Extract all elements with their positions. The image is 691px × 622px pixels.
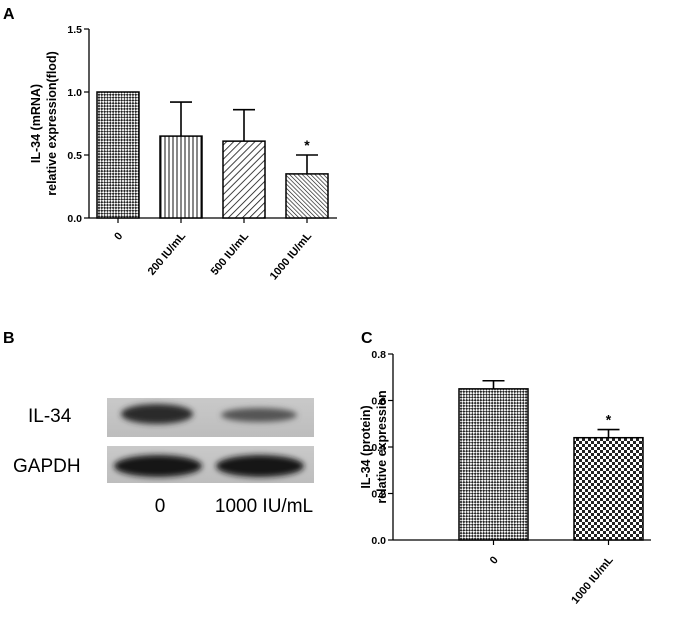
panel-label-c: C [361,330,373,347]
panel-label-b: B [3,330,15,347]
blot-band-gapdh-lane2 [216,455,304,477]
x-tick-label: 500 IU/mL [209,230,252,278]
blot-band-gapdh-lane1 [114,455,202,477]
chart-a: 0.0 0.5 1.0 1.5 IL-34 (mRNA) relative express… [29,24,337,282]
western-blot: IL-34 GAPDH 0 1000 IU/mL [13,398,314,517]
y-tick-label: 1.0 [67,87,82,99]
y-axis-label: relative expression [375,390,389,503]
y-axis-label: IL-34 (protein) [359,405,373,488]
blot-band-il34-lane2 [221,408,297,422]
y-tick-label: 0.0 [371,535,386,547]
x-tick-label: 0 [112,230,125,242]
y-tick-label: 0.2 [371,489,386,501]
panel-label-a: A [3,6,15,23]
bar [159,135,203,219]
y-tick-label: 0.5 [67,150,82,162]
bar [96,91,140,219]
y-tick-label: 1.5 [67,24,82,36]
blot-row-label-il34: IL-34 [28,406,72,427]
y-tick-label: 0.6 [371,396,386,408]
significance-marker: * [304,137,310,153]
y-tick-label: 0.4 [371,442,386,454]
y-axis-label: relative expression(flod) [45,51,59,196]
blot-lane-label-1000: 1000 IU/mL [215,496,313,517]
bar [222,140,266,219]
x-tick-label: 0 [488,554,501,566]
x-tick-label: 200 IU/mL [146,230,189,278]
blot-band-il34-lane1 [121,404,193,424]
y-axis-label: IL-34 (mRNA) [29,84,43,163]
bar [285,173,329,219]
y-tick-label: 0.8 [371,349,386,361]
significance-marker: * [606,412,612,428]
y-tick-label: 0.0 [67,213,82,225]
blot-row-label-gapdh: GAPDH [13,456,81,477]
blot-lane-label-0: 0 [155,496,166,517]
bar [573,436,644,541]
bar [458,388,529,541]
x-tick-label: 1000 IU/mL [268,230,315,282]
chart-c: 0.0 0.2 0.4 0.6 0.8 IL-34 (protein) relative e… [359,349,651,606]
x-tick-label: 1000 IU/mL [569,554,616,606]
